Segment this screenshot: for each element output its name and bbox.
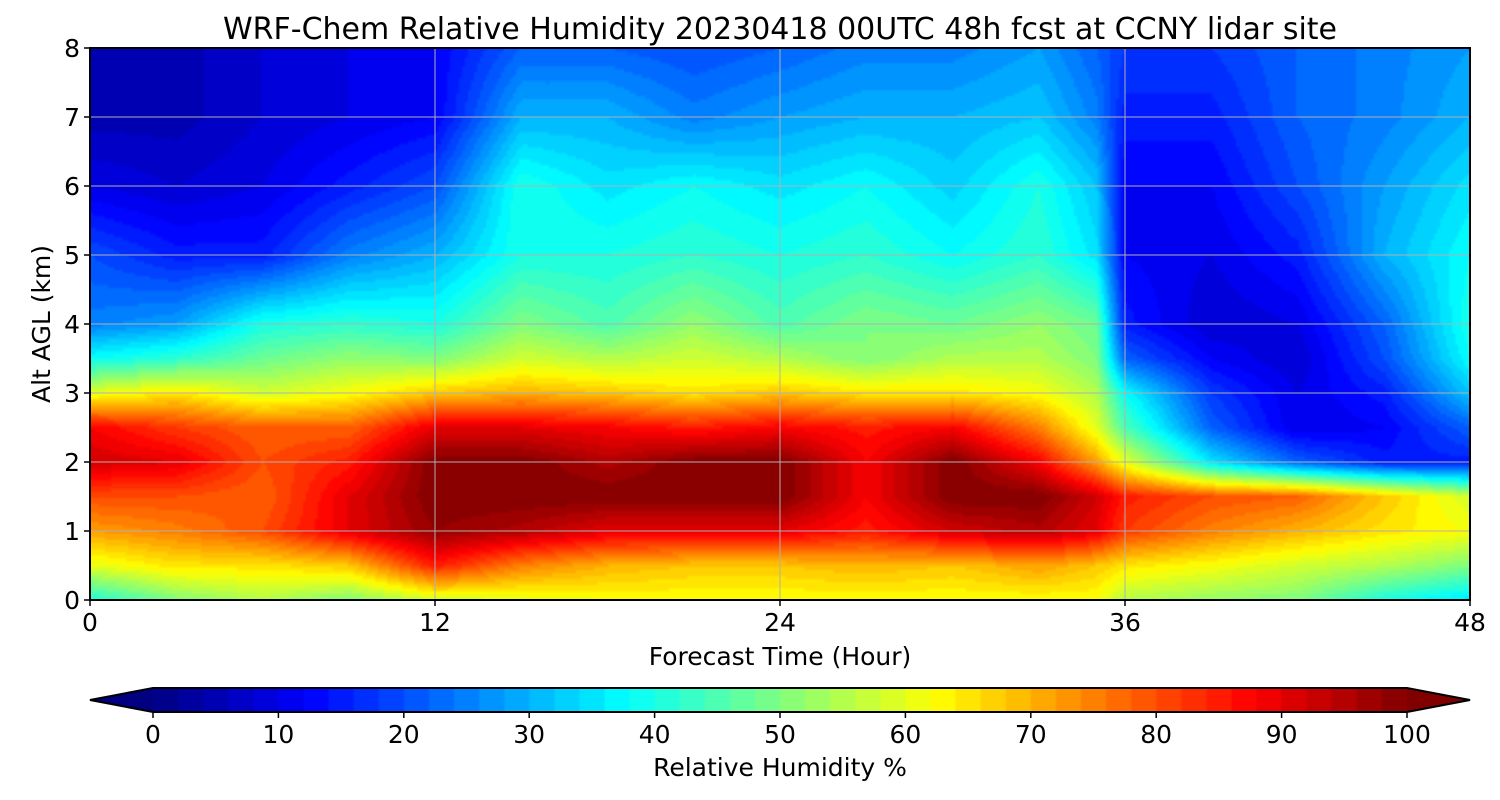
colorbar-extend-min (90, 688, 153, 712)
colorbar-tick-label: 50 (764, 720, 796, 749)
x-tick-label: 24 (764, 608, 796, 637)
y-tick-label: 2 (64, 448, 80, 477)
y-axis-ticks: 0 1 2 3 4 5 6 7 8 (64, 34, 90, 615)
y-tick-label: 0 (64, 586, 80, 615)
colorbar-tick-label: 40 (639, 720, 671, 749)
colorbar-tick-label: 20 (388, 720, 420, 749)
colorbar-tick-label: 10 (262, 720, 294, 749)
colorbar-ticks: 0 10 20 30 40 50 60 70 80 90 100 (145, 712, 1431, 749)
x-tick-label: 36 (1109, 608, 1141, 637)
colorbar-extend-max (1407, 688, 1470, 712)
x-tick-label: 0 (82, 608, 98, 637)
y-tick-label: 1 (64, 517, 80, 546)
grid-lines (90, 48, 1470, 600)
colorbar: 0 10 20 30 40 50 60 70 80 90 100 (89, 687, 1471, 749)
colorbar-tick-label: 60 (889, 720, 921, 749)
y-tick-label: 5 (64, 241, 80, 270)
colorbar-tick-label: 90 (1266, 720, 1298, 749)
x-tick-label: 48 (1454, 608, 1486, 637)
colorbar-label: Relative Humidity % (653, 753, 907, 782)
y-tick-label: 4 (64, 310, 80, 339)
y-tick-label: 6 (64, 172, 80, 201)
colorbar-tick-label: 80 (1140, 720, 1172, 749)
y-tick-label: 3 (64, 379, 80, 408)
y-tick-label: 7 (64, 103, 80, 132)
colorbar-tick-label: 100 (1383, 720, 1431, 749)
y-tick-label: 8 (64, 34, 80, 63)
chart-title: WRF-Chem Relative Humidity 20230418 00UT… (223, 12, 1337, 47)
x-tick-label: 12 (419, 608, 451, 637)
colorbar-gradient (153, 688, 1407, 712)
colorbar-tick-label: 70 (1015, 720, 1047, 749)
x-axis-ticks: 0 12 24 36 48 (82, 600, 1486, 637)
colorbar-tick-label: 30 (513, 720, 545, 749)
x-axis-label: Forecast Time (Hour) (649, 642, 912, 671)
colorbar-tick-label: 0 (145, 720, 161, 749)
y-axis-label: Alt AGL (km) (27, 245, 56, 403)
